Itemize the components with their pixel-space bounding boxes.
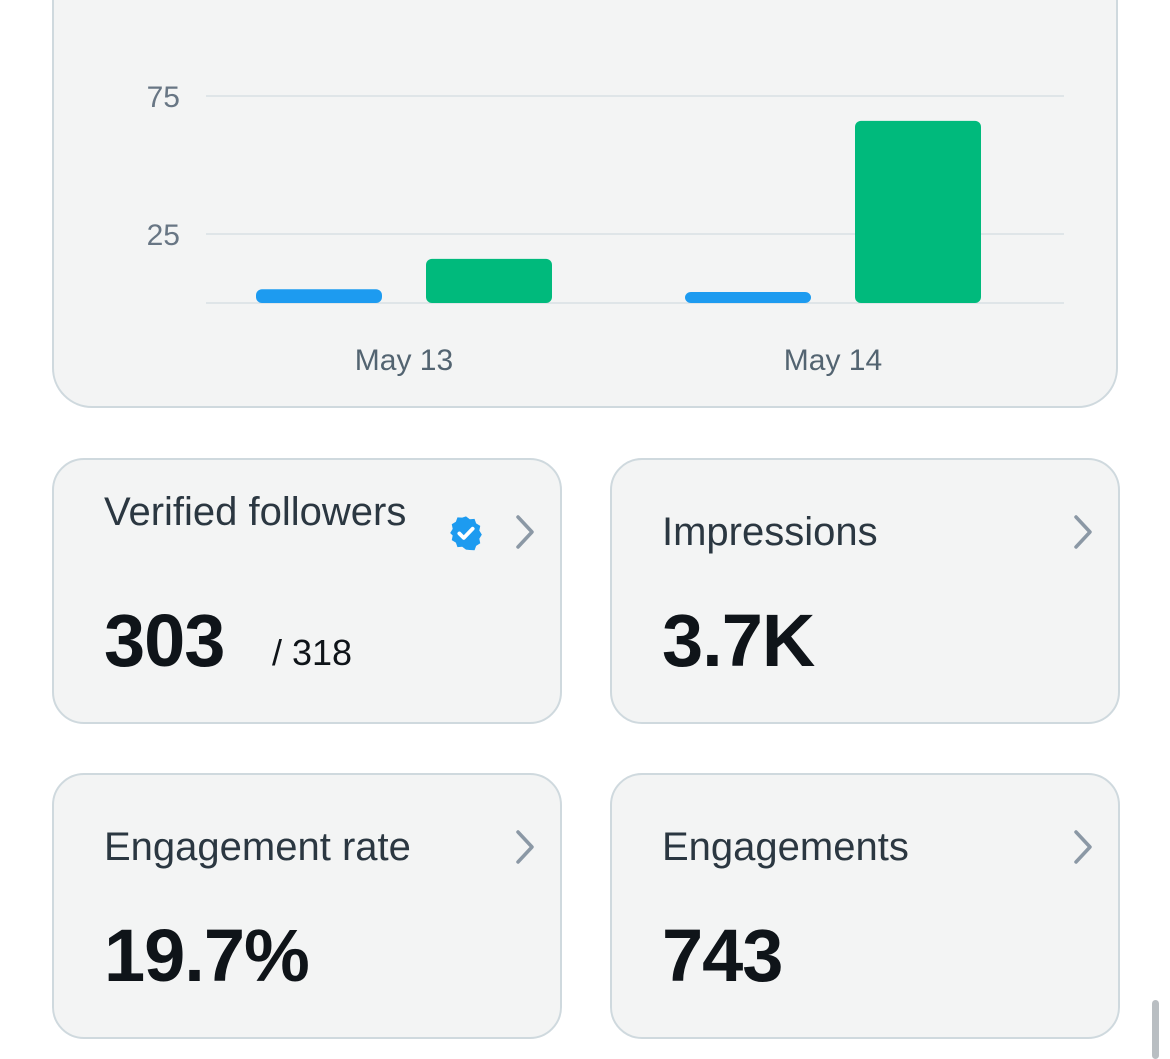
bar — [426, 258, 552, 303]
stat-value: 303 — [104, 599, 225, 682]
stat-title: Engagements — [662, 825, 909, 869]
chevron-right-icon[interactable] — [1070, 512, 1096, 552]
verified-badge-icon — [450, 516, 482, 551]
x-tick-label: May 14 — [784, 344, 882, 377]
impressions-card[interactable]: Impressions 3.7K — [610, 458, 1120, 724]
y-tick-label: 25 — [147, 219, 180, 252]
stat-title: Verified followers — [104, 490, 407, 534]
stat-total: / 318 — [272, 632, 353, 673]
stat-value: 743 — [662, 914, 783, 997]
stat-title: Impressions — [662, 510, 878, 554]
engagement-rate-card[interactable]: Engagement rate 19.7% — [52, 773, 562, 1039]
y-tick-label: 75 — [147, 81, 180, 114]
scrollbar[interactable] — [1152, 1000, 1159, 1059]
engagements-card[interactable]: Engagements 743 — [610, 773, 1120, 1039]
verified-followers-card[interactable]: Verified followers 303 / 318 — [52, 458, 562, 724]
bar — [685, 291, 811, 303]
chevron-right-icon[interactable] — [512, 827, 538, 867]
stat-title: Engagement rate — [104, 825, 411, 869]
bar-chart: 25 75 May 13 May 14 — [147, 81, 1064, 377]
chart-card: 25 75 May 13 May 14 — [52, 0, 1118, 408]
stat-value: 3.7K — [662, 599, 815, 682]
bar — [256, 289, 382, 303]
x-tick-label: May 13 — [355, 344, 453, 377]
bar — [855, 120, 981, 303]
chevron-right-icon[interactable] — [1070, 827, 1096, 867]
stat-value: 19.7% — [104, 914, 310, 997]
chevron-right-icon[interactable] — [512, 512, 538, 552]
